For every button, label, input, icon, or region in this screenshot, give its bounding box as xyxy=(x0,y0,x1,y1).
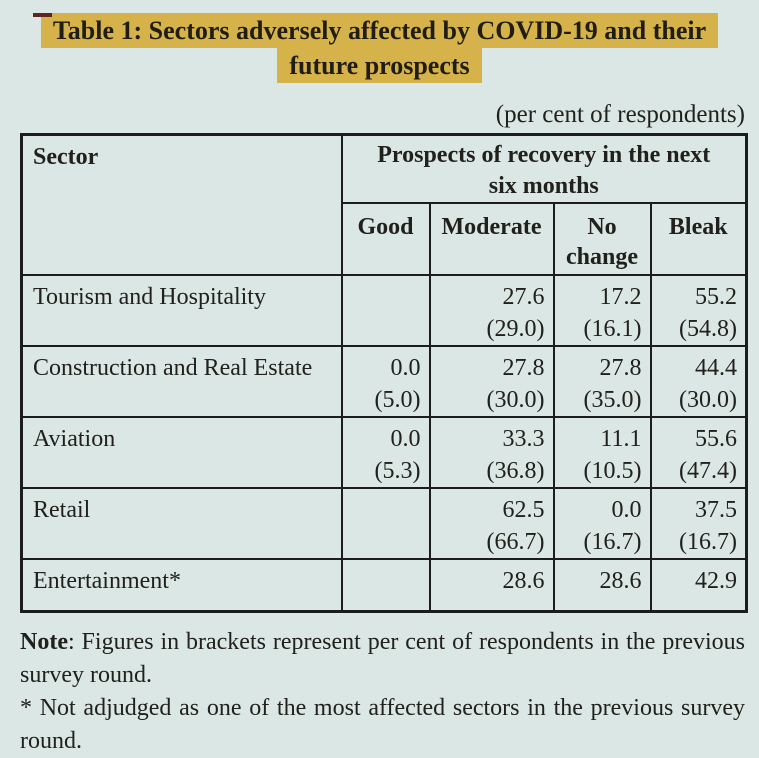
asterisk-note: * Not adjudged as one of the most affect… xyxy=(20,695,745,754)
header-row-sub: Good Moderate No change Bleak xyxy=(22,202,748,276)
column-header-moderate: Moderate xyxy=(428,202,555,276)
value-cell: 27.6 (29.0) xyxy=(428,274,555,347)
column-header-good: Good xyxy=(340,202,431,276)
value-current: 0.0 xyxy=(390,355,421,381)
table-title: Table 1: Sectors adversely affected by C… xyxy=(0,13,759,83)
column-header-no-change: No change xyxy=(552,202,652,276)
value-current: 28.6 xyxy=(502,568,545,594)
page-crop-artifact xyxy=(33,13,52,17)
note-body: : Figures in brackets represent per cent… xyxy=(20,629,745,688)
value-previous: (35.0) xyxy=(583,387,642,413)
table-row: Aviation 0.0 (5.3) 33.3 (36.8) 11.1 (10.… xyxy=(20,416,748,489)
value-cell: 17.2 (16.1) xyxy=(552,274,652,347)
value-previous: (66.7) xyxy=(486,529,545,555)
table-row: Entertainment* 28.6 28.6 42.9 xyxy=(20,558,748,613)
value-cell: 28.6 xyxy=(552,558,652,613)
value-previous: (30.0) xyxy=(679,387,737,413)
value-cell: 33.3 (36.8) xyxy=(428,416,555,489)
column-header-bleak: Bleak xyxy=(649,202,748,276)
value-current: 17.2 xyxy=(599,284,642,310)
sector-cell: Construction and Real Estate xyxy=(20,345,343,418)
value-cell: 37.5 (16.7) xyxy=(649,487,748,560)
value-cell: 62.5 (66.7) xyxy=(428,487,555,560)
table-row: Retail 62.5 (66.7) 0.0 (16.7) 37.5 (16.7… xyxy=(20,487,748,560)
value-previous: (36.8) xyxy=(486,458,545,484)
column-header-sector: Sector xyxy=(20,133,343,276)
value-cell: 11.1 (10.5) xyxy=(552,416,652,489)
value-current: 27.8 xyxy=(502,355,545,381)
value-current: 37.5 xyxy=(695,497,737,523)
value-cell: 55.6 (47.4) xyxy=(649,416,748,489)
table-title-line1-wrap: Table 1: Sectors adversely affected by C… xyxy=(0,13,759,48)
header-row-group: Sector Prospects of recovery in the next… xyxy=(20,133,748,276)
value-previous: (16.1) xyxy=(583,316,642,342)
table-row: Construction and Real Estate 0.0 (5.0) 2… xyxy=(20,345,748,418)
value-cell: 44.4 (30.0) xyxy=(649,345,748,418)
value-current: 33.3 xyxy=(502,426,545,452)
value-current: 27.8 xyxy=(599,355,642,381)
value-cell: 42.9 xyxy=(649,558,748,613)
units-note: (per cent of respondents) xyxy=(495,101,745,128)
table-title-line1: Table 1: Sectors adversely affected by C… xyxy=(40,13,719,48)
table-title-line2: future prospects xyxy=(277,48,482,83)
value-current: 0.0 xyxy=(390,426,421,452)
sector-cell: Retail xyxy=(20,487,343,560)
value-previous: (47.4) xyxy=(679,458,737,484)
sector-cell: Aviation xyxy=(20,416,343,489)
value-cell: 0.0 (5.3) xyxy=(340,416,431,489)
value-current: 0.0 xyxy=(611,497,642,523)
value-current: 11.1 xyxy=(600,426,642,452)
value-current: 62.5 xyxy=(502,497,545,523)
table-title-line2-wrap: future prospects xyxy=(0,48,759,83)
value-previous: (54.8) xyxy=(679,316,737,342)
sectors-table: Sector Prospects of recovery in the next… xyxy=(20,133,748,613)
value-cell: 55.2 (54.8) xyxy=(649,274,748,347)
value-previous: (16.7) xyxy=(679,529,737,555)
value-current: 44.4 xyxy=(695,355,737,381)
sector-cell: Entertainment* xyxy=(20,558,343,613)
value-cell xyxy=(340,487,431,560)
value-cell: 0.0 (16.7) xyxy=(552,487,652,560)
value-current: 55.6 xyxy=(695,426,737,452)
value-previous: (30.0) xyxy=(486,387,545,413)
table-row: Tourism and Hospitality 27.6 (29.0) 17.2… xyxy=(20,274,748,347)
value-cell: 27.8 (30.0) xyxy=(428,345,555,418)
value-previous: (16.7) xyxy=(583,529,642,555)
bracket-note: Note: Figures in brackets represent per … xyxy=(20,626,745,692)
value-current: 28.6 xyxy=(599,568,642,594)
value-previous: (5.0) xyxy=(374,387,421,413)
value-current: 27.6 xyxy=(502,284,545,310)
value-cell: 28.6 xyxy=(428,558,555,613)
value-cell xyxy=(340,274,431,347)
value-current: 55.2 xyxy=(695,284,737,310)
value-cell: 0.0 (5.0) xyxy=(340,345,431,418)
value-cell xyxy=(340,558,431,613)
sector-cell: Tourism and Hospitality xyxy=(20,274,343,347)
value-previous: (5.3) xyxy=(374,458,421,484)
column-header-group: Prospects of recovery in the next six mo… xyxy=(340,133,748,204)
note-label: Note xyxy=(20,629,68,655)
value-previous: (29.0) xyxy=(486,316,545,342)
value-current: 42.9 xyxy=(695,568,737,594)
value-cell: 27.8 (35.0) xyxy=(552,345,652,418)
value-previous: (10.5) xyxy=(583,458,642,484)
footnotes: Note: Figures in brackets represent per … xyxy=(20,626,745,758)
